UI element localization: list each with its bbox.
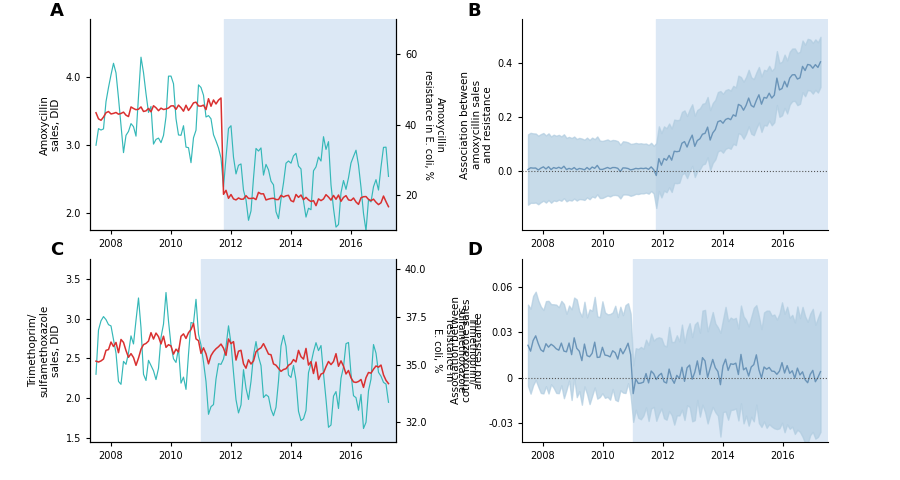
Y-axis label: Trimethoprim/
sulfamethoxazole
resistance in
E. coli, %: Trimethoprim/ sulfamethoxazole resistanc… — [432, 307, 477, 394]
Y-axis label: Amoxycillin
sales, DID: Amoxycillin sales, DID — [40, 95, 61, 155]
Text: A: A — [50, 2, 64, 20]
Text: B: B — [467, 2, 481, 20]
Text: C: C — [50, 241, 64, 259]
Y-axis label: Association between
cotrimoxazole sales
and resistance: Association between cotrimoxazole sales … — [451, 296, 484, 404]
Bar — [223, 19, 456, 230]
Bar — [655, 19, 888, 230]
Y-axis label: Amoxycillin
resistance in E. coli, %: Amoxycillin resistance in E. coli, % — [423, 70, 445, 180]
Bar — [201, 259, 456, 442]
Text: D: D — [467, 241, 482, 259]
Y-axis label: Association between
amoxycillin sales
and resistance: Association between amoxycillin sales an… — [460, 71, 493, 179]
Bar — [633, 259, 888, 442]
Y-axis label: Trimethoprim/
sulfamethoxazole
sales, DID: Trimethoprim/ sulfamethoxazole sales, DI… — [28, 304, 61, 396]
